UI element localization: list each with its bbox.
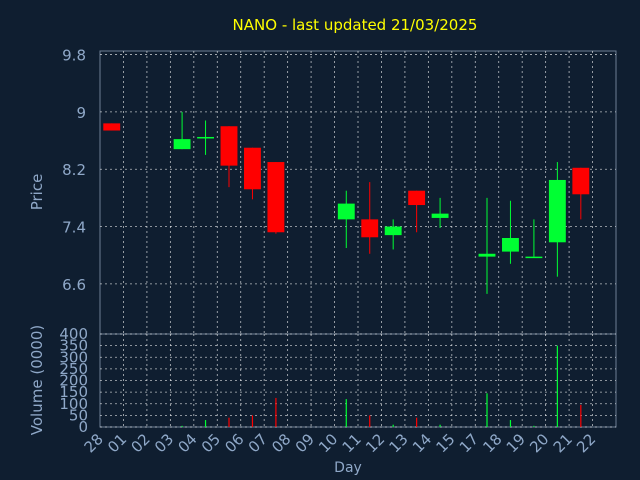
candle-body — [572, 167, 590, 195]
volume-bar — [439, 424, 441, 427]
candle-body — [431, 213, 449, 218]
volume-bar — [486, 393, 488, 427]
volume-tick-label: 400 — [59, 325, 88, 343]
candle-body — [220, 126, 238, 166]
x-tick-label: 01 — [104, 430, 130, 456]
volume-tick-label: 250 — [59, 360, 88, 378]
candle-body — [173, 139, 191, 150]
price-tick-label: 7.4 — [62, 219, 86, 237]
x-tick-label: 05 — [198, 430, 224, 456]
volume-bar — [556, 345, 558, 427]
volume-bar — [369, 415, 371, 427]
x-tick-label: 22 — [573, 430, 599, 456]
x-tick-label: 07 — [245, 430, 271, 456]
price-tick-label: 9 — [76, 104, 86, 122]
x-tick-label: 04 — [174, 430, 200, 456]
chart-title: NANO - last updated 21/03/2025 — [233, 16, 478, 34]
x-axis-ticks: 2801020304050607080910111213141517181920… — [81, 430, 600, 456]
candle-body — [337, 203, 355, 220]
x-axis-label: Day — [334, 460, 362, 476]
x-tick-label: 19 — [503, 430, 529, 456]
volume-tick-label: 150 — [59, 383, 88, 401]
candle-body — [478, 253, 496, 257]
x-tick-label: 02 — [128, 430, 154, 456]
candle-body — [197, 136, 214, 139]
price-tick-label: 6.6 — [62, 276, 86, 294]
x-tick-label: 18 — [479, 430, 505, 456]
price-axis-label: Price — [28, 174, 46, 211]
price-tick-label: 8.2 — [62, 161, 86, 179]
candle-body — [244, 147, 261, 190]
candle-body — [361, 219, 379, 238]
x-tick-label: 14 — [409, 430, 435, 456]
volume-bar — [228, 417, 230, 427]
x-tick-label: 08 — [268, 430, 294, 456]
price-panel: 6.6 7.4 8.2 9 9.8 — [62, 47, 617, 335]
x-tick-label: 06 — [221, 430, 247, 456]
volume-bar — [275, 397, 277, 427]
x-tick-label: 03 — [151, 430, 177, 456]
candle-body — [103, 123, 121, 131]
x-tick-label: 15 — [432, 430, 458, 456]
volume-bar — [392, 424, 394, 427]
volume-bar — [533, 425, 535, 427]
x-tick-label: 21 — [550, 430, 576, 456]
volume-bar — [345, 399, 347, 427]
candle-body — [548, 179, 566, 243]
volume-axis-label: Volume (0000) — [28, 325, 46, 435]
price-tick-label: 9.8 — [62, 47, 86, 65]
volume-bar — [181, 425, 183, 427]
candle-body — [384, 226, 402, 236]
volume-tick-label: 300 — [59, 348, 88, 366]
volume-bar — [416, 417, 418, 427]
candle-body — [408, 190, 426, 206]
volume-tick-label: 0 — [78, 418, 88, 436]
volume-bar — [204, 420, 207, 427]
volume-bar — [251, 415, 254, 427]
volume-bar — [580, 404, 582, 427]
x-tick-label: 10 — [315, 430, 341, 456]
volume-tick-label: 200 — [59, 372, 88, 390]
x-tick-label: 20 — [526, 430, 552, 456]
x-tick-label: 11 — [339, 430, 365, 456]
candle-body — [525, 256, 543, 259]
volume-tick-label: 50 — [69, 406, 88, 424]
x-tick-label: 09 — [292, 430, 318, 456]
candle-body — [267, 162, 285, 233]
volume-tick-label: 350 — [59, 337, 88, 355]
x-tick-label: 12 — [362, 430, 388, 456]
candle-body — [502, 237, 519, 252]
volume-bar — [509, 420, 512, 427]
x-tick-label: 17 — [456, 430, 482, 456]
volume-tick-label: 100 — [59, 395, 88, 413]
x-tick-label: 13 — [386, 430, 412, 456]
